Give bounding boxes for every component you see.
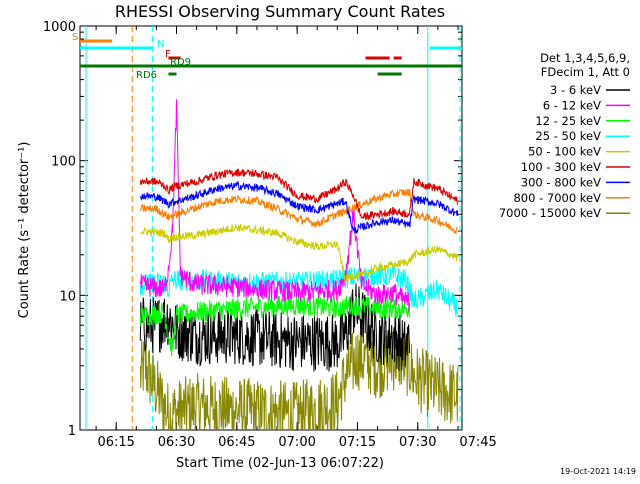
series-line <box>140 223 459 285</box>
plot-clip-group <box>85 26 461 430</box>
y-tick-label: 1000 <box>43 20 76 35</box>
legend-label: 300 - 800 keV <box>521 175 601 189</box>
series-line <box>139 168 459 221</box>
chart-title: RHESSI Observing Summary Count Rates <box>115 2 445 21</box>
legend-header: FDecim 1, Att 0 <box>541 65 630 79</box>
y-axis-label: Count Rate (s⁻¹ detector⁻¹) <box>17 142 32 319</box>
legend: Det 1,3,4,5,6,9,FDecim 1, Att 0 3 - 6 keV… <box>499 51 630 220</box>
plot-area: 06:15 06:30 06:45 07:00 07:15 07:30 07:45 1 10 10… <box>43 20 497 450</box>
flag-label: RD9 <box>170 57 191 68</box>
x-tick-label: 07:00 <box>278 435 315 450</box>
legend-label: 12 - 25 keV <box>535 114 601 128</box>
series-line <box>139 283 411 372</box>
x-tick-label: 07:30 <box>399 435 436 450</box>
series-line <box>139 188 458 235</box>
legend-label: 100 - 300 keV <box>521 160 601 174</box>
y-tick-label: 100 <box>51 155 76 170</box>
x-axis-label: Start Time (02-Jun-13 06:07:22) <box>176 456 384 471</box>
x-tick-label: 06:30 <box>158 435 195 450</box>
legend-label: 50 - 100 keV <box>528 145 601 159</box>
y-tick-label: 10 <box>59 289 76 304</box>
flag-label: S <box>72 32 78 43</box>
x-tick-label: 07:15 <box>339 435 376 450</box>
series-line <box>139 294 411 357</box>
flag-label: RD6 <box>136 70 157 81</box>
legend-label: 6 - 12 keV <box>543 98 601 112</box>
footer-timestamp: 19-Oct-2021 14:19 <box>560 467 636 476</box>
plot-frame <box>79 25 463 431</box>
legend-header: Det 1,3,4,5,6,9, <box>540 51 630 65</box>
flag-label: F <box>165 49 171 60</box>
x-tick-label: 06:45 <box>218 435 255 450</box>
series-line <box>139 99 411 313</box>
flag-label: N <box>157 39 164 50</box>
legend-label: 7000 - 15000 keV <box>499 206 601 220</box>
legend-label: 25 - 50 keV <box>535 129 601 143</box>
x-tick-label: 06:15 <box>97 435 134 450</box>
legend-label: 3 - 6 keV <box>550 83 601 97</box>
y-tick-label: 1 <box>68 424 76 439</box>
x-tick-label: 07:45 <box>459 435 496 450</box>
series-line <box>139 180 459 234</box>
legend-label: 800 - 7000 keV <box>513 191 601 205</box>
